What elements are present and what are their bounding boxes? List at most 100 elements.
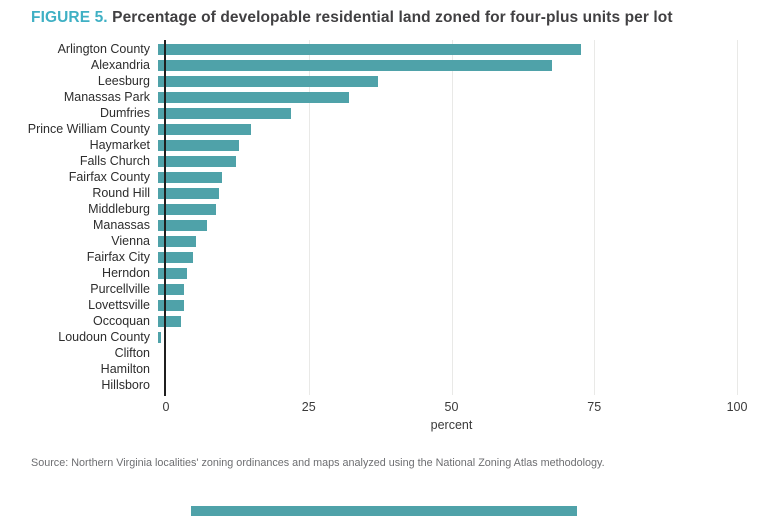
category-label: Herndon xyxy=(102,266,150,280)
source-note: Source: Northern Virginia localities' zo… xyxy=(31,457,605,469)
bar-track xyxy=(158,331,737,343)
category-label: Haymarket xyxy=(89,138,150,152)
bar xyxy=(158,251,193,263)
bar-row: Haymarket xyxy=(0,137,737,153)
bar-track xyxy=(158,123,737,135)
x-axis-ticks: 0 25 50 75 100 xyxy=(162,400,748,414)
bar-chart-rows: Arlington County Alexandria Leesburg Manass… xyxy=(0,41,737,393)
y-axis-line xyxy=(164,40,166,396)
x-tick-label: 100 xyxy=(726,400,748,414)
bar-track xyxy=(158,187,737,199)
bar-row: Manassas Park xyxy=(0,89,737,105)
x-tick-label: 25 xyxy=(301,400,316,414)
bar-row: Loudoun County xyxy=(0,329,737,345)
bar-track xyxy=(158,380,737,391)
bar-row: Falls Church xyxy=(0,153,737,169)
bar xyxy=(158,187,219,199)
category-label: Dumfries xyxy=(99,106,150,120)
category-label: Loudoun County xyxy=(58,330,150,344)
x-tick-label: 50 xyxy=(444,400,459,414)
bar xyxy=(158,331,161,343)
bar-row: Fairfax City xyxy=(0,249,737,265)
bar-row: Round Hill xyxy=(0,185,737,201)
category-label: Vienna xyxy=(111,234,150,248)
gridline xyxy=(451,40,453,395)
bar-row: Hamilton xyxy=(0,361,737,377)
category-label: Clifton xyxy=(114,346,150,360)
bar xyxy=(158,139,240,151)
gridline xyxy=(737,40,738,395)
bar-row: Purcellville xyxy=(0,281,737,297)
bar-row: Dumfries xyxy=(0,105,737,121)
bar-track xyxy=(158,348,737,359)
bar-row: Middleburg xyxy=(0,201,737,217)
bar-track xyxy=(158,315,737,327)
category-label: Prince William County xyxy=(27,122,150,136)
bar xyxy=(158,171,222,183)
bar-track xyxy=(158,251,737,263)
bar xyxy=(158,59,552,71)
bar-row: Hillsboro xyxy=(0,377,737,393)
bar-row: Prince William County xyxy=(0,121,737,137)
bar-row: Lovettsville xyxy=(0,297,737,313)
bar xyxy=(158,283,185,295)
bar-track xyxy=(158,299,737,311)
bar xyxy=(158,203,216,215)
bar-row: Vienna xyxy=(0,233,737,249)
bar-track xyxy=(158,171,737,183)
x-tick-label: 0 xyxy=(162,400,170,414)
bar-row: Alexandria xyxy=(0,57,737,73)
category-label: Leesburg xyxy=(97,74,150,88)
category-label: Falls Church xyxy=(79,154,150,168)
bar-row: Arlington County xyxy=(0,41,737,57)
x-axis-label: percent xyxy=(430,418,473,432)
bar-track xyxy=(158,91,737,103)
bar-row: Herndon xyxy=(0,265,737,281)
bar xyxy=(158,235,196,247)
bar xyxy=(158,91,350,103)
bar xyxy=(158,123,251,135)
category-label: Fairfax City xyxy=(86,250,150,264)
bar xyxy=(158,43,581,55)
bar-track xyxy=(158,139,737,151)
bar-track xyxy=(158,43,737,55)
category-label: Fairfax County xyxy=(68,170,150,184)
bottom-accent-bar xyxy=(191,506,577,516)
bar xyxy=(158,315,182,327)
bar-track xyxy=(158,107,737,119)
bar-row: Fairfax County xyxy=(0,169,737,185)
category-label: Manassas xyxy=(93,218,150,232)
bar-row: Leesburg xyxy=(0,73,737,89)
category-label: Middleburg xyxy=(88,202,150,216)
gridline xyxy=(308,40,310,395)
bar xyxy=(158,155,237,167)
bar xyxy=(158,299,185,311)
category-label: Purcellville xyxy=(90,282,150,296)
category-label: Lovettsville xyxy=(88,298,150,312)
x-tick-label: 75 xyxy=(587,400,602,414)
bar-track xyxy=(158,219,737,231)
figure-number-label: FIGURE 5. xyxy=(31,9,108,26)
category-label: Hamilton xyxy=(100,362,150,376)
category-label: Manassas Park xyxy=(63,90,150,104)
bar xyxy=(158,219,208,231)
bar-track xyxy=(158,235,737,247)
bar-row: Clifton xyxy=(0,345,737,361)
bar xyxy=(158,75,379,87)
figure-title-text: Percentage of developable residential la… xyxy=(112,9,673,26)
category-label: Hillsboro xyxy=(101,378,150,392)
category-label: Occoquan xyxy=(93,314,150,328)
plot-gridlines xyxy=(166,40,738,395)
bar-track xyxy=(158,283,737,295)
category-label: Alexandria xyxy=(90,58,150,72)
figure-title: FIGURE 5. Percentage of developable resi… xyxy=(31,9,673,27)
bar-track xyxy=(158,155,737,167)
bar xyxy=(158,107,292,119)
bar-row: Manassas xyxy=(0,217,737,233)
bar-track xyxy=(158,364,737,375)
category-label: Arlington County xyxy=(57,42,150,56)
gridline xyxy=(594,40,596,395)
bar-row: Occoquan xyxy=(0,313,737,329)
bar-track xyxy=(158,59,737,71)
